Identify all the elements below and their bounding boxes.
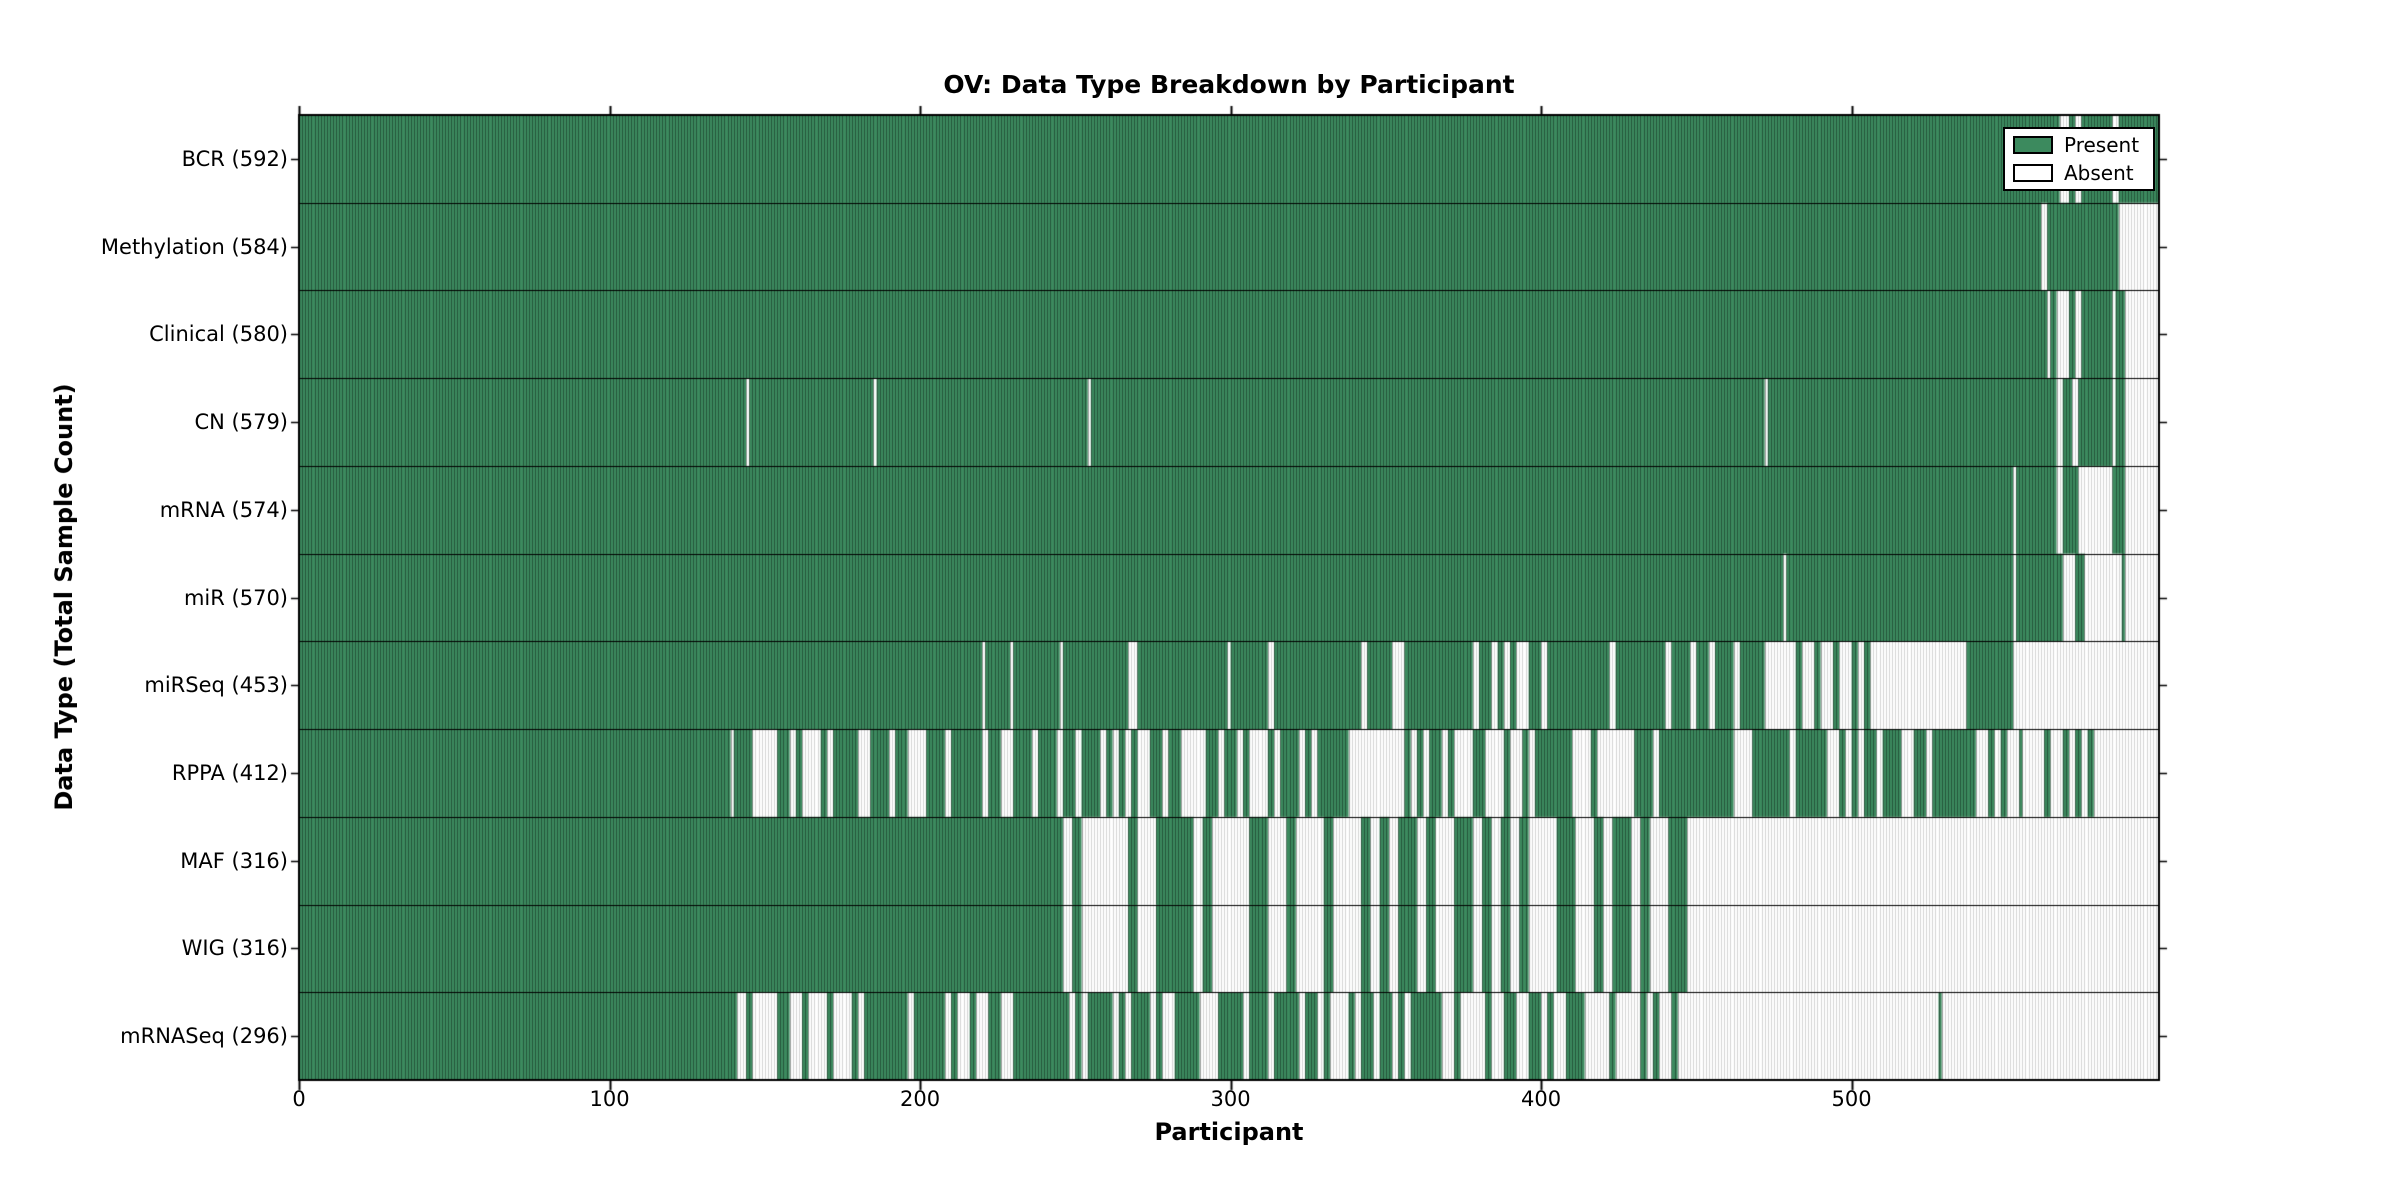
y-tick-label-MAF: MAF (316) [180, 848, 288, 873]
y-tick-label-Clinical: Clinical (580) [149, 322, 288, 347]
y-tick-label-WIG: WIG (316) [181, 936, 288, 961]
legend-label-absent: Absent [2064, 161, 2134, 185]
legend: Present Absent [2003, 127, 2155, 191]
x-tick-label-400: 400 [1521, 1087, 1562, 1111]
x-tick-label-0: 0 [292, 1087, 306, 1111]
y-tick-label-mRNA: mRNA (574) [159, 497, 288, 522]
x-tick-label-200: 200 [899, 1087, 941, 1111]
y-tick-label-Methylation: Methylation (584) [100, 234, 288, 259]
legend-item-absent: Absent [2013, 162, 2145, 184]
legend-item-present: Present [2013, 134, 2145, 156]
x-tick-label-300: 300 [1210, 1087, 1251, 1111]
x-tick-label-500: 500 [1831, 1087, 1872, 1111]
chart-title: OV: Data Type Breakdown by Participant [943, 70, 1515, 99]
x-tick-label-100: 100 [589, 1087, 630, 1111]
y-tick-label-miR: miR (570) [183, 585, 288, 610]
y-tick-label-CN: CN (579) [194, 410, 288, 435]
y-tick-label-mRNASeq: mRNASeq (296) [120, 1024, 288, 1049]
y-tick-label-RPPA: RPPA (412) [171, 760, 288, 785]
legend-label-present: Present [2064, 133, 2140, 157]
absent-swatch-icon [2013, 164, 2053, 182]
x-axis-label: Participant [1154, 1118, 1304, 1146]
y-tick-label-BCR: BCR (592) [181, 146, 288, 171]
present-swatch-icon [2013, 136, 2053, 154]
y-tick-label-miRSeq: miRSeq (453) [144, 673, 288, 698]
